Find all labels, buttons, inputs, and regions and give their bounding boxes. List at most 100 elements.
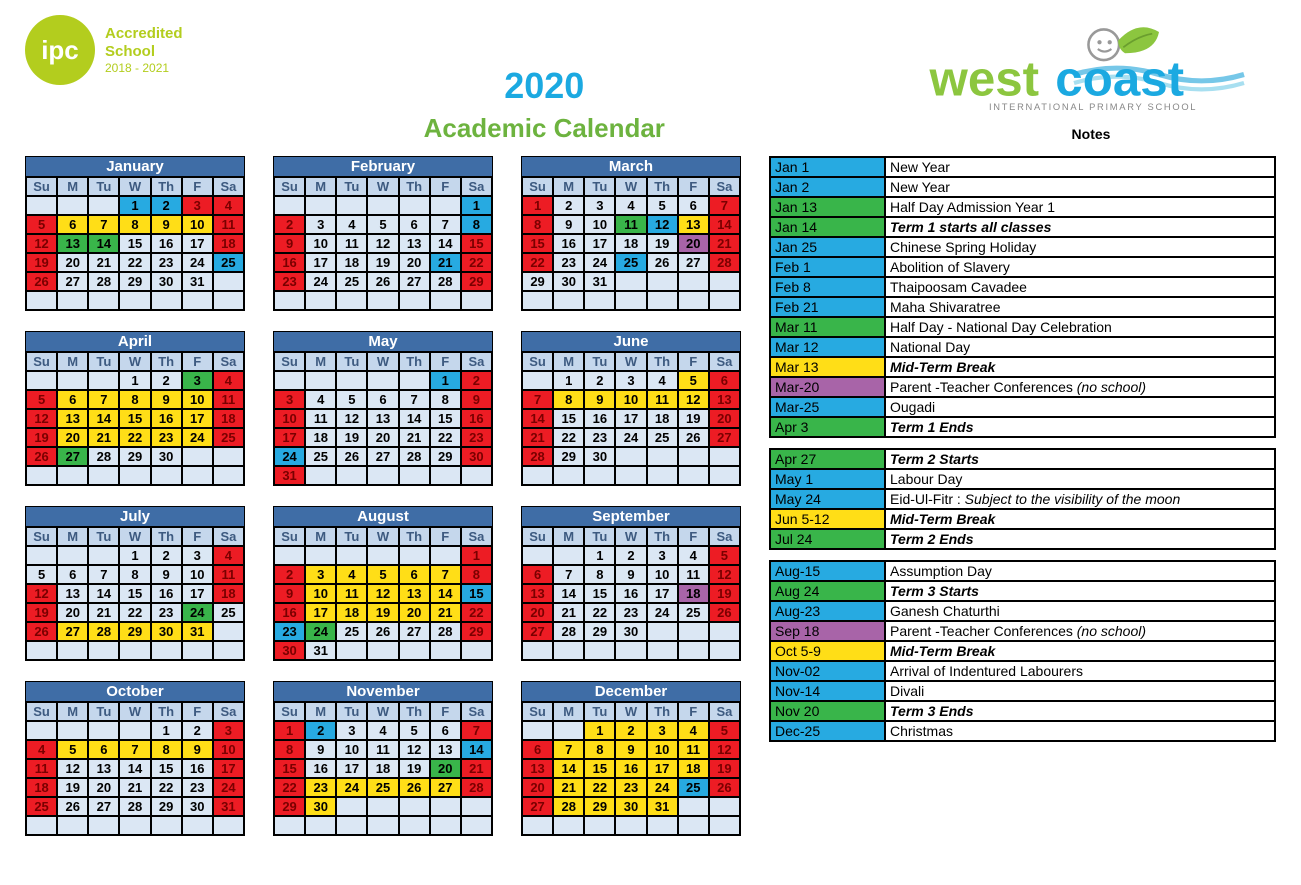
day-cell [26, 371, 57, 390]
day-cell: 17 [305, 253, 336, 272]
day-cell: 16 [461, 409, 492, 428]
day-cell: 9 [615, 565, 646, 584]
day-cell: 26 [709, 778, 740, 797]
day-header: W [119, 352, 150, 371]
day-cell [88, 641, 119, 660]
day-header: Su [26, 702, 57, 721]
day-header: Tu [336, 177, 367, 196]
month-title: August [274, 507, 492, 527]
day-cell: 8 [151, 740, 182, 759]
day-cell [647, 816, 678, 835]
day-cell: 30 [553, 272, 584, 291]
day-cell: 15 [584, 759, 615, 778]
month-title: May [274, 332, 492, 352]
notes-block: Jan 1New YearJan 2New YearJan 13Half Day… [769, 156, 1276, 438]
day-cell: 12 [709, 740, 740, 759]
day-cell: 2 [182, 721, 213, 740]
note-date: Mar-20 [770, 377, 885, 397]
day-cell: 17 [182, 234, 213, 253]
day-cell: 13 [709, 390, 740, 409]
day-cell: 13 [399, 584, 430, 603]
note-row: Aug 24Term 3 Starts [770, 581, 1275, 601]
day-cell: 15 [461, 234, 492, 253]
notes-block: Apr 27Term 2 StartsMay 1Labour DayMay 24… [769, 448, 1276, 550]
day-cell: 1 [584, 721, 615, 740]
day-cell: 4 [615, 196, 646, 215]
day-cell: 6 [367, 390, 398, 409]
day-cell: 26 [709, 603, 740, 622]
day-cell: 30 [151, 272, 182, 291]
day-cell: 25 [336, 622, 367, 641]
calendar-grid: JanuarySuMTuWThFSa1234567891011121314151… [25, 156, 741, 836]
day-cell [57, 641, 88, 660]
day-cell [553, 816, 584, 835]
day-cell: 29 [584, 797, 615, 816]
day-cell [88, 466, 119, 485]
day-cell [26, 196, 57, 215]
day-cell: 12 [367, 584, 398, 603]
day-cell: 29 [553, 447, 584, 466]
day-cell: 31 [213, 797, 244, 816]
day-cell [430, 196, 461, 215]
day-header: Tu [336, 702, 367, 721]
day-cell [336, 797, 367, 816]
day-cell: 5 [709, 546, 740, 565]
day-cell: 21 [553, 778, 584, 797]
day-cell: 26 [647, 253, 678, 272]
day-cell: 29 [461, 272, 492, 291]
day-cell: 11 [305, 409, 336, 428]
day-cell: 29 [584, 622, 615, 641]
day-cell: 30 [461, 447, 492, 466]
day-cell: 28 [553, 797, 584, 816]
day-header: Th [151, 352, 182, 371]
day-cell: 9 [584, 390, 615, 409]
day-cell: 13 [678, 215, 709, 234]
day-cell: 1 [151, 721, 182, 740]
day-cell: 5 [678, 371, 709, 390]
day-cell: 9 [553, 215, 584, 234]
month-january: JanuarySuMTuWThFSa1234567891011121314151… [25, 156, 245, 311]
day-cell: 4 [305, 390, 336, 409]
day-cell: 6 [57, 215, 88, 234]
month-title: November [274, 682, 492, 702]
day-header: Sa [213, 352, 244, 371]
day-cell: 21 [430, 603, 461, 622]
day-cell: 2 [274, 565, 305, 584]
day-cell: 17 [336, 759, 367, 778]
day-header: Su [522, 177, 553, 196]
day-cell: 4 [336, 565, 367, 584]
day-cell: 2 [151, 371, 182, 390]
day-header: M [57, 352, 88, 371]
day-cell [367, 797, 398, 816]
day-cell [367, 196, 398, 215]
day-cell: 4 [678, 721, 709, 740]
day-header: Tu [584, 177, 615, 196]
day-cell: 19 [678, 409, 709, 428]
day-cell: 7 [119, 740, 150, 759]
month-title: October [26, 682, 244, 702]
day-cell: 8 [584, 565, 615, 584]
day-cell: 3 [615, 371, 646, 390]
day-cell: 23 [151, 603, 182, 622]
day-cell: 11 [678, 565, 709, 584]
day-cell: 25 [213, 253, 244, 272]
day-cell [26, 721, 57, 740]
day-cell: 3 [336, 721, 367, 740]
month-october: OctoberSuMTuWThFSa1234567891011121314151… [25, 681, 245, 836]
day-cell: 6 [709, 371, 740, 390]
day-cell: 7 [399, 390, 430, 409]
day-cell [430, 466, 461, 485]
day-header: Tu [584, 352, 615, 371]
day-cell: 7 [88, 565, 119, 584]
day-cell: 17 [182, 584, 213, 603]
day-cell [336, 466, 367, 485]
note-desc: New Year [885, 177, 1275, 197]
day-cell [88, 291, 119, 310]
day-cell: 10 [647, 740, 678, 759]
day-cell: 9 [182, 740, 213, 759]
day-cell: 24 [647, 603, 678, 622]
day-header: M [57, 527, 88, 546]
day-cell [647, 272, 678, 291]
day-cell: 12 [367, 234, 398, 253]
day-cell: 19 [399, 759, 430, 778]
